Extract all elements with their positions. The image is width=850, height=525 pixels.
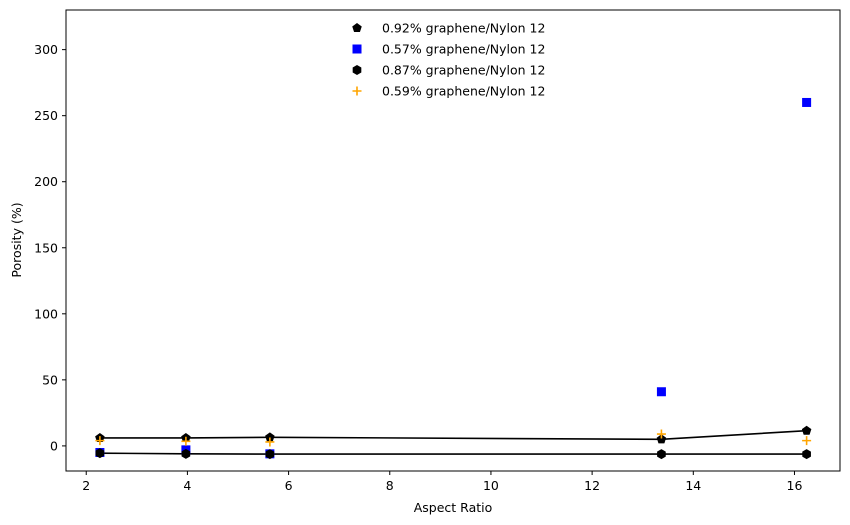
series-markers [95, 97, 812, 460]
x-tick-label: 10 [483, 478, 499, 493]
legend-entry: 0.87% graphene/Nylon 12 [352, 63, 545, 78]
series-2-point [657, 449, 666, 460]
series-3-point [181, 436, 191, 446]
y-tick-label: 300 [34, 42, 58, 57]
series-2-point [181, 448, 191, 459]
series-0-point [265, 432, 275, 442]
series-0-point [801, 425, 812, 435]
x-tick-label: 4 [183, 478, 191, 493]
legend-marker-pentagon-icon [352, 23, 362, 33]
y-tick-label: 0 [50, 438, 58, 453]
series-0-point [656, 434, 667, 444]
y-tick-label: 50 [42, 372, 58, 387]
legend-entry: 0.92% graphene/Nylon 12 [352, 21, 545, 36]
legend-label: 0.59% graphene/Nylon 12 [382, 84, 545, 99]
x-tick-label: 6 [285, 478, 293, 493]
series-3-point [265, 437, 275, 447]
y-tick-label: 250 [34, 108, 58, 123]
x-tick-label: 8 [386, 478, 394, 493]
y-axis-label: Porosity (%) [9, 202, 24, 277]
x-tick-label: 16 [787, 478, 803, 493]
series-1-point [656, 387, 666, 397]
y-tick-label: 100 [34, 306, 58, 321]
legend-marker-plus-icon [352, 86, 362, 96]
legend-marker-hexagon-icon [352, 65, 362, 75]
series-2-line [99, 452, 807, 455]
legend: 0.92% graphene/Nylon 12 0.57% graphene/Ny… [352, 21, 545, 99]
legend-entry: 0.59% graphene/Nylon 12 [352, 84, 545, 99]
series-3-point [802, 436, 812, 446]
x-axis-ticks: 2 4 6 8 10 12 14 16 [82, 471, 802, 493]
x-tick-label: 12 [584, 478, 600, 493]
series-1-point [802, 97, 812, 107]
x-tick-label: 14 [685, 478, 701, 493]
y-tick-label: 200 [34, 174, 58, 189]
series-2-point [95, 448, 105, 459]
x-tick-label: 2 [82, 478, 90, 493]
legend-label: 0.57% graphene/Nylon 12 [382, 42, 545, 57]
legend-label: 0.92% graphene/Nylon 12 [382, 21, 545, 36]
series-3-point [95, 436, 105, 446]
legend-marker-square-icon [352, 44, 362, 54]
series-2-point [265, 449, 275, 460]
y-axis-ticks: 0 50 100 150 200 250 300 [34, 42, 66, 453]
legend-entry: 0.57% graphene/Nylon 12 [352, 42, 545, 57]
series-3-point [656, 429, 666, 439]
x-axis-label: Aspect Ratio [414, 500, 493, 515]
y-tick-label: 150 [34, 240, 58, 255]
series-2-point [802, 449, 811, 460]
legend-label: 0.87% graphene/Nylon 12 [382, 63, 545, 78]
plot-area [65, 9, 841, 472]
